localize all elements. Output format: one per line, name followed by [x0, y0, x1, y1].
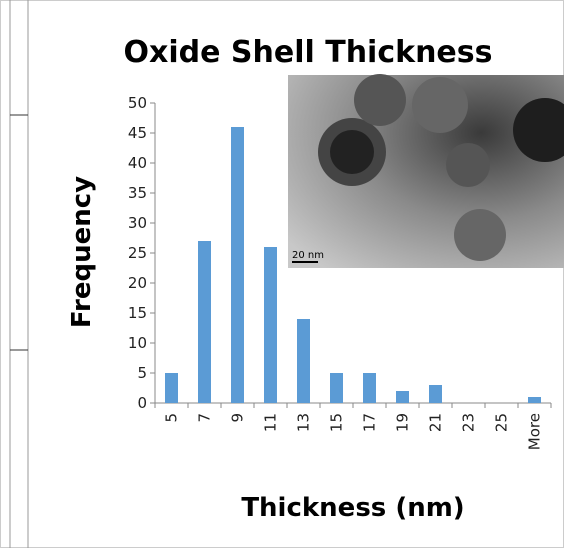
bar	[297, 319, 310, 403]
bar	[264, 247, 277, 403]
x-tick-label: 23	[460, 413, 478, 432]
y-tick-label: 45	[128, 124, 147, 142]
x-tick-label: 21	[427, 413, 445, 432]
y-tick-label: 20	[128, 274, 147, 292]
bar	[396, 391, 409, 403]
bar	[429, 385, 442, 403]
x-tick-label: 5	[163, 413, 181, 423]
x-tick-label: 13	[295, 413, 313, 432]
bar	[330, 373, 343, 403]
y-tick-label: 40	[128, 154, 147, 172]
bar	[528, 397, 541, 403]
x-tick-label: 15	[328, 413, 346, 432]
x-tick-label: 9	[229, 413, 247, 423]
y-tick-label: 25	[128, 244, 147, 262]
x-tick-label: 19	[394, 413, 412, 432]
x-tick-label: More	[526, 413, 544, 450]
y-tick-label: 10	[128, 334, 147, 352]
y-tick-label: 5	[137, 364, 147, 382]
bar	[231, 127, 244, 403]
chart-title: Oxide Shell Thickness	[124, 35, 493, 70]
y-tick-label: 0	[137, 394, 147, 412]
x-tick-label: 7	[196, 413, 214, 423]
x-tick-label: 11	[262, 413, 280, 432]
x-axis-label: Thickness (nm)	[241, 493, 464, 523]
inset-scale-label: 20 nm	[292, 250, 324, 261]
y-tick-label: 15	[128, 304, 147, 322]
y-tick-label: 35	[128, 184, 147, 202]
y-tick-label: 50	[128, 94, 147, 112]
bar	[165, 373, 178, 403]
inset-image	[288, 74, 564, 268]
x-tick-label: 25	[493, 413, 511, 432]
y-axis-label: Frequency	[67, 176, 97, 328]
chart: 20 nm Oxide Shell Thickness Thickness (n…	[0, 0, 564, 548]
bar	[363, 373, 376, 403]
y-tick-label: 30	[128, 214, 147, 232]
x-tick-label: 17	[361, 413, 379, 432]
bar	[198, 241, 211, 403]
